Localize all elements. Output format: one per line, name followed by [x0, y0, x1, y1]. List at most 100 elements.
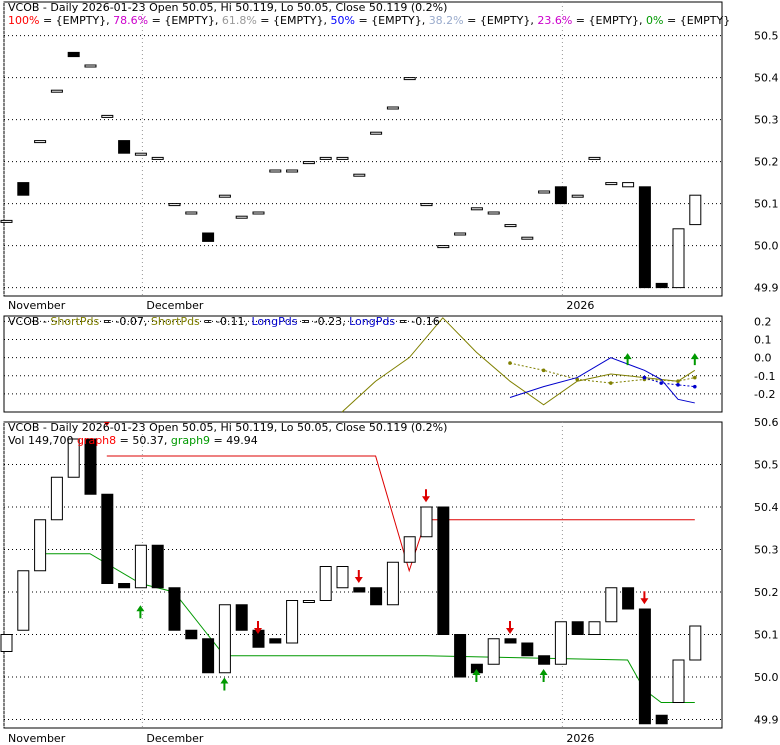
candle [638, 608, 651, 725]
y-tick-label: 0.0 [754, 352, 772, 365]
y-tick-label: 50.3 [754, 114, 779, 127]
indicator-legend-part: = -0.23, [297, 315, 349, 328]
y-tick-label: 50.5 [754, 459, 779, 472]
candle [84, 438, 97, 495]
indicator-legend-part: ShortPds [151, 315, 200, 328]
candle [134, 152, 147, 156]
candle [34, 140, 47, 144]
indicator-point [642, 375, 647, 380]
candle [0, 219, 13, 223]
fib-legend: 100% = {EMPTY}, 78.6% = {EMPTY}, 61.8% =… [8, 14, 730, 27]
candle [521, 642, 534, 657]
price-panel-volume: 49.9 50.0 50.1 50.2 50.3 50.4 50.5 50.6 November… [0, 416, 779, 745]
candle [403, 536, 416, 563]
x-tick-label: December [146, 732, 204, 745]
y-tick-label: 49.9 [754, 714, 779, 727]
volume-legend-part: graph8 [77, 434, 116, 447]
x-tick-label: 2026 [566, 299, 594, 312]
candle [134, 544, 147, 589]
candle [218, 194, 231, 198]
y-tick-label: 49.9 [754, 282, 779, 295]
candle [622, 587, 635, 610]
fib-legend-part: 78.6% [113, 14, 148, 27]
candle [655, 282, 668, 289]
candle [118, 140, 131, 154]
indicator-point [693, 384, 697, 389]
candle [151, 156, 164, 160]
plot-frame [3, 1, 723, 297]
indicator-legend-part: = -0.11, [200, 315, 252, 328]
y-tick-label: 50.1 [754, 629, 779, 642]
candle [386, 106, 399, 110]
candle [302, 161, 315, 165]
fib-legend-part: 50% [331, 14, 355, 27]
candle [252, 211, 265, 215]
volume-legend-part: graph9 [171, 434, 210, 447]
candle [118, 583, 131, 589]
candle [286, 600, 299, 644]
buy-arrow [472, 669, 481, 682]
candle [269, 638, 282, 644]
candle [235, 215, 248, 219]
sell-arrow [254, 621, 262, 634]
indicator-panel: 0.2 0.1 0.0 -0.1 -0.2 VCOB - ShortPds = -0.07… [3, 315, 775, 413]
y-tick-label: 0.2 [754, 315, 772, 328]
candle [185, 629, 198, 640]
price-panel-fib: 49.9 50.0 50.1 50.2 50.3 50.4 50.5 November Dece… [0, 1, 779, 312]
candle [370, 587, 383, 606]
y-tick-label: 50.5 [754, 30, 779, 43]
y-tick-label: 50.4 [754, 72, 779, 85]
candle [487, 638, 500, 665]
sell-arrow [354, 570, 363, 583]
candle [454, 232, 467, 236]
y-tick-label: 50.4 [754, 501, 779, 514]
candle [672, 228, 685, 289]
fib-legend-part: = {EMPTY}, [355, 14, 429, 27]
candle [34, 519, 47, 572]
indicator-point [541, 368, 546, 373]
candle [101, 114, 114, 118]
candle [168, 587, 181, 631]
candle [17, 570, 30, 631]
candle [689, 625, 702, 661]
volume-legend-part: Vol 149,700 [8, 434, 77, 447]
candle [202, 232, 215, 242]
candle [84, 64, 97, 68]
plot-frame [3, 315, 723, 413]
volume-legend-part: = 49.94 [210, 434, 258, 447]
x-tick-label: December [146, 299, 204, 312]
fib-legend-part: = {EMPTY}, [39, 14, 113, 27]
y-tick-label: 50.6 [754, 416, 779, 429]
candle [554, 621, 567, 665]
fib-legend-part: = {EMPTY}, [148, 14, 222, 27]
candle [538, 190, 551, 194]
indicator-legend: VCOB - ShortPds = -0.07, ShortPds = -0.1… [8, 315, 440, 328]
y-tick-label: 50.2 [754, 586, 779, 599]
x-tick-label: November [8, 732, 66, 745]
fib-legend-part: 38.2% [429, 14, 464, 27]
candle [571, 621, 584, 635]
candle [319, 156, 332, 160]
candle [420, 203, 433, 207]
ticker-line: VCOB - Daily 2026-01-23 Open 50.05, Hi 5… [8, 421, 447, 434]
indicator-point [659, 381, 663, 385]
indicator-point [508, 361, 512, 365]
candle [67, 438, 80, 478]
fib-legend-part: 23.6% [537, 14, 572, 27]
y-tick-label: 50.1 [754, 198, 779, 211]
indicator-series-line [341, 317, 696, 413]
candle [235, 604, 248, 631]
indicator-legend-part: LongPds [349, 315, 395, 328]
indicator-legend-part: = -0.16 [395, 315, 440, 328]
fib-legend-part: 0% [646, 14, 663, 27]
candle [655, 714, 668, 725]
volume-legend-part: = 50.37, [116, 434, 171, 447]
candle [336, 566, 349, 589]
sell-arrow [422, 489, 430, 503]
buy-arrow [220, 677, 229, 691]
candle [538, 655, 551, 665]
fib-legend-part: = {EMPTY}, [464, 14, 538, 27]
y-tick-label: -0.2 [754, 388, 775, 401]
candle [336, 156, 349, 160]
candle [689, 194, 702, 226]
